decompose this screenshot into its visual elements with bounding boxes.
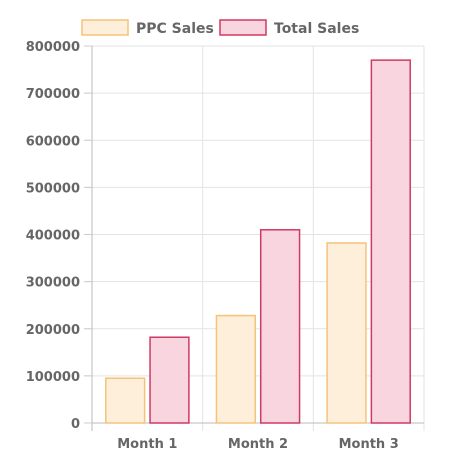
chart-legend[interactable]: PPC Sales Total Sales <box>81 19 359 37</box>
chart-bars <box>105 59 411 424</box>
y-tick-label: 100000 <box>26 370 80 385</box>
bar-ppc-sales[interactable] <box>105 377 146 424</box>
legend-swatch <box>219 19 267 36</box>
x-axis-ticks: Month 1 Month 2 Month 3 <box>117 437 399 452</box>
y-tick-label: 300000 <box>26 276 80 291</box>
y-tick-label: 500000 <box>26 181 80 196</box>
legend-label: Total Sales <box>274 21 359 37</box>
y-tick-label: 600000 <box>26 134 80 149</box>
bar-total-sales[interactable] <box>259 229 301 424</box>
y-tick-label: 700000 <box>26 87 80 102</box>
bar-ppc-sales[interactable] <box>215 314 257 424</box>
y-tick-label: 400000 <box>26 229 80 244</box>
legend-label: PPC Sales <box>136 21 214 37</box>
y-tick-label: 200000 <box>26 323 80 338</box>
y-tick-label: 0 <box>71 417 80 432</box>
legend-item-ppc-sales[interactable]: PPC Sales <box>81 19 214 37</box>
x-tick-label: Month 2 <box>228 437 288 452</box>
y-tick-label: 800000 <box>26 40 80 55</box>
y-axis-ticks: 0 100000 200000 300000 400000 500000 600000 700… <box>26 40 92 432</box>
bar-total-sales[interactable] <box>149 336 190 424</box>
bar-ppc-sales[interactable] <box>326 242 367 424</box>
legend-swatch <box>81 19 129 36</box>
legend-item-total-sales[interactable]: Total Sales <box>219 19 359 37</box>
x-tick-label: Month 3 <box>339 437 399 452</box>
bar-total-sales[interactable] <box>370 59 411 424</box>
x-tick-label: Month 1 <box>117 437 177 452</box>
